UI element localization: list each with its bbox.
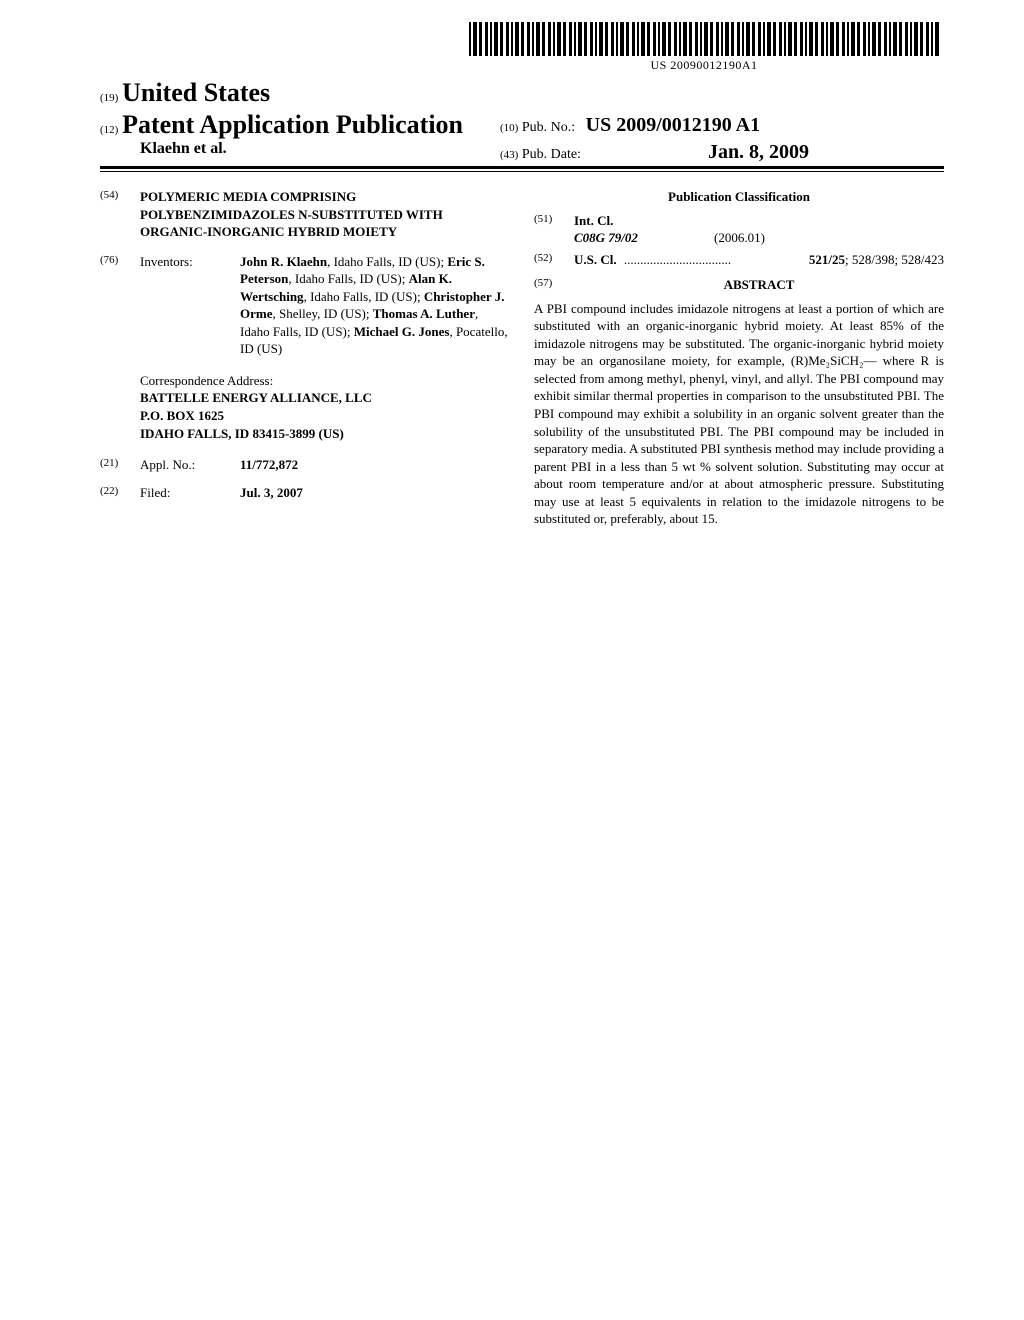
correspondence-line: BATTELLE ENERGY ALLIANCE, LLC — [140, 389, 510, 407]
barcode — [469, 22, 939, 56]
inventor-loc: , Idaho Falls, ID (US); — [327, 254, 447, 269]
filed-tag: (22) — [100, 484, 140, 502]
uscl-row: (52) U.S. Cl. ..........................… — [534, 251, 944, 269]
barcode-number: US 20090012190A1 — [469, 58, 939, 73]
intcl-row: C08G 79/02 (2006.01) — [574, 229, 944, 247]
right-column: Publication Classification (51) Int. Cl.… — [534, 188, 944, 528]
separator — [100, 166, 944, 169]
title-tag: (54) — [100, 188, 140, 241]
correspondence: Correspondence Address: BATTELLE ENERGY … — [140, 372, 510, 442]
abstract-header: (57) ABSTRACT — [534, 276, 944, 294]
uscl-bold: 521/25 — [809, 252, 845, 267]
header-left: (19) United States (12) Patent Applicati… — [100, 78, 463, 158]
correspondence-line: P.O. BOX 1625 — [140, 407, 510, 425]
inventor-loc: , Idaho Falls, ID (US); — [288, 271, 408, 286]
abstract-title: ABSTRACT — [574, 276, 944, 294]
pubno-line: (10) Pub. No.: US 2009/0012190 A1 — [500, 114, 809, 137]
inventors-label: Inventors: — [140, 253, 240, 358]
inventors-tag: (76) — [100, 253, 140, 358]
inventor-name: Thomas A. Luther — [373, 306, 475, 321]
appl-label: Appl. No.: — [140, 456, 240, 474]
classification: (51) Int. Cl. C08G 79/02 (2006.01) (52) … — [534, 212, 944, 269]
correspondence-label: Correspondence Address: — [140, 372, 510, 390]
uscl-rest: ; 528/398; 528/423 — [845, 252, 944, 267]
title-text: POLYMERIC MEDIA COMPRISING POLYBENZIMIDA… — [140, 188, 510, 241]
pubdate-label: Pub. Date: — [522, 147, 581, 162]
intcl-code: C08G 79/02 — [574, 229, 714, 247]
intcl-tag: (51) — [534, 212, 574, 230]
correspondence-line: IDAHO FALLS, ID 83415-3899 (US) — [140, 425, 510, 443]
pub-type: Patent Application Publication — [122, 110, 463, 139]
classification-title: Publication Classification — [534, 188, 944, 206]
pubno-label: Pub. No.: — [522, 120, 575, 135]
inventors-list: John R. Klaehn, Idaho Falls, ID (US); Er… — [240, 253, 510, 358]
inventor-loc: , Idaho Falls, ID (US); — [304, 289, 424, 304]
title-field: (54) POLYMERIC MEDIA COMPRISING POLYBENZ… — [100, 188, 510, 241]
pubdate-line: (43) Pub. Date: Jan. 8, 2009 — [500, 141, 809, 164]
intcl-date: (2006.01) — [714, 229, 765, 247]
left-column: (54) POLYMERIC MEDIA COMPRISING POLYBENZ… — [100, 188, 510, 528]
content: (54) POLYMERIC MEDIA COMPRISING POLYBENZ… — [100, 188, 944, 528]
header-authors: Klaehn et al. — [100, 140, 463, 158]
appl-no: 11/772,872 — [240, 456, 298, 474]
barcode-area: US 20090012190A1 — [469, 22, 939, 73]
appl-tag: (21) — [100, 456, 140, 474]
patent-page: US 20090012190A1 (19) United States (12)… — [0, 0, 1024, 1320]
pubno-tag: (10) — [500, 122, 518, 134]
inventors-field: (76) Inventors: John R. Klaehn, Idaho Fa… — [100, 253, 510, 358]
pubdate: Jan. 8, 2009 — [708, 141, 809, 163]
uscl-label: U.S. Cl. — [574, 251, 617, 269]
dots: ................................. — [617, 251, 809, 269]
country-tag: (19) — [100, 92, 118, 104]
header-right: (10) Pub. No.: US 2009/0012190 A1 (43) P… — [500, 114, 809, 164]
abstract-body: A PBI compound includes imidazole nitrog… — [534, 300, 944, 528]
filed-label: Filed: — [140, 484, 240, 502]
appl-no-field: (21) Appl. No.: 11/772,872 — [100, 456, 510, 474]
filed-field: (22) Filed: Jul. 3, 2007 — [100, 484, 510, 502]
pubdate-tag: (43) — [500, 149, 518, 161]
inventor-name: John R. Klaehn — [240, 254, 327, 269]
inventor-loc: , Shelley, ID (US); — [272, 306, 372, 321]
country: United States — [122, 78, 270, 107]
intcl-label: Int. Cl. — [574, 212, 613, 230]
uscl-tag: (52) — [534, 251, 574, 269]
filed-date: Jul. 3, 2007 — [240, 484, 303, 502]
abstract-tag: (57) — [534, 276, 574, 294]
uscl-value: 521/25; 528/398; 528/423 — [809, 251, 944, 269]
pub-tag: (12) — [100, 124, 118, 136]
country-line: (19) United States — [100, 78, 463, 108]
pub-type-line: (12) Patent Application Publication — [100, 110, 463, 140]
pubno: US 2009/0012190 A1 — [586, 114, 760, 136]
inventor-name: Michael G. Jones — [354, 324, 450, 339]
